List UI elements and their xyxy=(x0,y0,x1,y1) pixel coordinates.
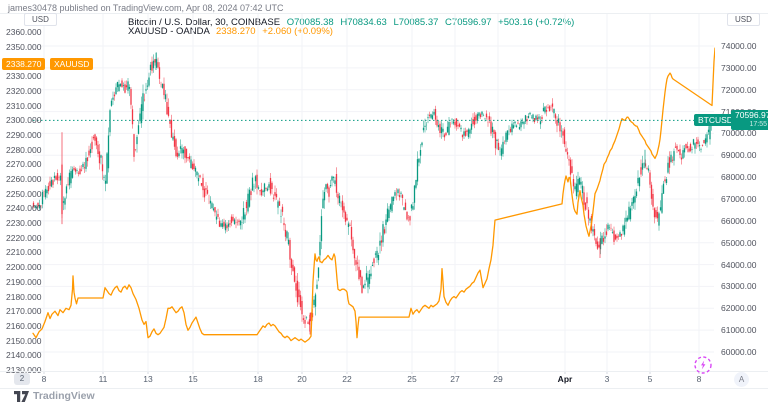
time-axis-label: 22 xyxy=(342,374,352,384)
compare-symbol-title: XAUUSD - OANDA xyxy=(128,26,210,37)
legend-row-xauusd[interactable]: XAUUSD - OANDA 2338.270 +2.060 (+0.09%) xyxy=(128,26,333,37)
right-axis-tick: 63000.00 xyxy=(721,281,757,292)
left-axis-tick: 2170.000 xyxy=(6,306,42,317)
right-axis-tick: 68000.00 xyxy=(721,172,757,183)
left-axis-tick: 2290.000 xyxy=(6,129,42,140)
time-axis-label: Apr xyxy=(557,374,573,384)
xau-price: 2338.270 xyxy=(215,26,256,37)
right-axis-tick: 64000.00 xyxy=(721,259,757,270)
left-axis-tick: 2250.000 xyxy=(6,188,42,199)
right-axis-tick: 66000.00 xyxy=(721,215,757,226)
left-axis-tick: 2270.000 xyxy=(6,159,42,170)
right-axis-tick: 72000.00 xyxy=(721,84,757,95)
xauusd-symbol-tag: XAUUSD xyxy=(50,58,94,70)
left-axis-tick: 2160.000 xyxy=(6,320,42,331)
left-axis-tick: 2330.000 xyxy=(6,71,42,82)
grid-lines xyxy=(33,14,714,374)
right-axis-tick: 70000.00 xyxy=(721,128,757,139)
right-axis-tick: 65000.00 xyxy=(721,237,757,248)
ohlc-high: H70834.63 xyxy=(340,17,387,28)
left-axis-tick: 2300.000 xyxy=(6,115,42,126)
flash-marker-icon[interactable] xyxy=(692,354,714,376)
time-axis-label: 18 xyxy=(253,374,263,384)
left-axis-tick: 2190.000 xyxy=(6,276,42,287)
brand-name: TradingView xyxy=(33,390,95,402)
time-axis-label: 5 xyxy=(647,374,653,384)
xauusd-price-label: 2338.270 xyxy=(2,58,46,70)
time-axis-label: 15 xyxy=(188,374,198,384)
ohlc-change: +503.16 (+0.72%) xyxy=(498,17,575,28)
time-axis-label: 25 xyxy=(407,374,417,384)
xau-change: +2.060 (+0.09%) xyxy=(262,26,333,37)
footer-divider xyxy=(0,388,768,389)
btc-candle-wicks-up xyxy=(34,52,712,320)
right-axis-tick: 73000.00 xyxy=(721,62,757,73)
time-axis-label: 20 xyxy=(297,374,307,384)
left-axis-tick: 2320.000 xyxy=(6,85,42,96)
attribution-text: james30478 published on TradingView.com,… xyxy=(8,3,284,13)
btcusd-price-label: 70596.97 17:55 xyxy=(731,110,768,130)
auto-scale-button[interactable]: A xyxy=(734,372,749,387)
time-axis-label: 11 xyxy=(98,374,108,384)
right-axis-unit[interactable]: USD xyxy=(727,13,760,26)
bar-countdown: 17:55 xyxy=(749,121,767,128)
left-axis-unit[interactable]: USD xyxy=(24,13,57,26)
left-axis-tick: 2230.000 xyxy=(6,218,42,228)
legend-row-btc[interactable]: Bitcoin / U.S. Dollar, 30, COINBASE O700… xyxy=(128,17,574,28)
left-axis-tick: 2280.000 xyxy=(6,144,42,155)
left-axis-tick: 2200.000 xyxy=(6,262,42,273)
left-axis-tick: 2180.000 xyxy=(6,291,42,302)
time-axis-label: 8 xyxy=(41,374,47,384)
left-axis-tick: 2260.000 xyxy=(6,174,42,184)
right-axis-tick: 62000.00 xyxy=(721,303,757,314)
tradingview-logo-icon xyxy=(14,390,29,402)
ohlc-open: O70085.38 xyxy=(286,17,334,28)
time-axis-label: 8 xyxy=(696,374,702,384)
tradingview-brand[interactable]: TradingView xyxy=(14,390,95,402)
xauusd-line-series xyxy=(32,47,715,343)
right-axis-tick: 60000.00 xyxy=(721,347,757,357)
left-axis-tick: 2210.000 xyxy=(6,247,42,258)
left-axis-tick: 2130.000 xyxy=(6,365,42,375)
left-axis-tick: 2220.000 xyxy=(6,232,42,243)
left-axis-tick: 2360.000 xyxy=(6,27,42,37)
ohlc-close: C70596.97 xyxy=(445,17,492,28)
symbol-title: Bitcoin / U.S. Dollar, 30, COINBASE xyxy=(128,17,281,28)
pane-count-badge: 2 xyxy=(14,373,30,385)
btc-candle-bodies-up xyxy=(34,59,713,318)
header-divider xyxy=(0,13,768,14)
right-axis-tick: 67000.00 xyxy=(721,194,757,204)
time-axis-divider xyxy=(0,371,768,372)
time-axis-label: 3 xyxy=(604,374,610,384)
right-axis-tick: 69000.00 xyxy=(721,150,757,161)
time-axis-label: 29 xyxy=(493,374,503,384)
btcusd-symbol-tag: BTCUSD xyxy=(694,114,737,126)
left-axis-tick: 2310.000 xyxy=(6,100,42,111)
time-axis-label: 13 xyxy=(143,374,153,384)
ohlc-low: L70085.37 xyxy=(393,17,439,28)
btcusd-price-value: 70596.97 xyxy=(735,110,768,120)
right-axis-tick: 61000.00 xyxy=(721,325,757,336)
left-axis-tick: 2150.000 xyxy=(6,335,42,346)
right-axis-tick: 74000.00 xyxy=(721,41,757,51)
left-axis-tick: 2350.000 xyxy=(6,41,42,52)
btc-candle-wicks-down xyxy=(33,56,714,332)
time-axis-label: 27 xyxy=(450,374,460,384)
left-axis-tick: 2240.000 xyxy=(6,203,42,214)
btc-candle-bodies-down xyxy=(32,59,714,325)
left-axis-tick: 2140.000 xyxy=(6,350,42,361)
